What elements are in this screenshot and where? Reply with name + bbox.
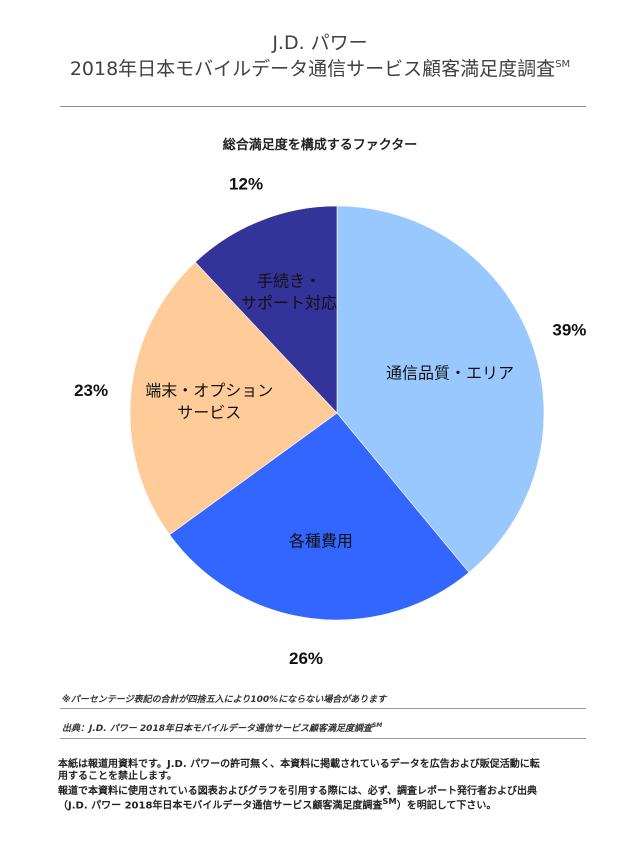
slice-label-3: 端末・オプションサービス bbox=[145, 381, 273, 422]
pie-chart: 通信品質・エリア 39% 各種費用 26% 端末・オプションサービス 23% 手続き・サポー… bbox=[74, 174, 586, 668]
notice-line-1: 本紙は報道用資料です。J.D. パワーの許可無く、本資料に掲載されているデータを… bbox=[58, 759, 540, 770]
notice-service-mark: SM bbox=[382, 796, 397, 806]
notice-line-4-text: （J.D. パワー 2018年日本モバイルデータ通信サービス顧客満足度調査 bbox=[58, 800, 383, 812]
brand-name: J.D. パワー bbox=[272, 32, 368, 54]
slice-label-1: 通信品質・エリア bbox=[386, 363, 514, 382]
source-service-mark: SM bbox=[371, 722, 383, 729]
service-mark: SM bbox=[555, 59, 571, 70]
slice-value-label-4: 12% bbox=[229, 174, 263, 193]
notice-line-4-end: ）を明記して下さい。 bbox=[396, 800, 497, 812]
footer-divider-2 bbox=[60, 738, 586, 739]
header-divider bbox=[60, 106, 586, 107]
pie-slice-1 bbox=[336, 205, 545, 573]
slice-label-4: 手続き・サポート対応 bbox=[241, 272, 337, 313]
slice-value-label-1: 39% bbox=[552, 320, 586, 339]
chart-title: 総合満足度を構成するファクター bbox=[222, 138, 418, 153]
source-credit: 出典：J.D. パワー 2018年日本モバイルデータ通信サービス顧客満足度調査S… bbox=[62, 721, 382, 734]
pie-slice-2 bbox=[169, 412, 470, 621]
footer-divider-1 bbox=[60, 708, 586, 709]
slice-value-label-3: 23% bbox=[74, 381, 108, 400]
rounding-note: ※パーセンテージ表記の合計が四捨五入により100%にならない場合があります bbox=[62, 695, 387, 705]
page-title: 2018年日本モバイルデータ通信サービス顧客満足度調査SM bbox=[0, 54, 640, 81]
page-title-text: 2018年日本モバイルデータ通信サービス顧客満足度調査 bbox=[69, 58, 556, 80]
notice-line-3: 報道で本資料に使用されている図表およびグラフを引用する際には、必ず、調査レポート… bbox=[58, 786, 537, 797]
notice-line-4: （J.D. パワー 2018年日本モバイルデータ通信サービス顧客満足度調査SM）… bbox=[58, 796, 496, 811]
notice-line-2: 用することを禁止します。 bbox=[58, 771, 177, 782]
slice-label-2: 各種費用 bbox=[289, 531, 353, 550]
pie-slice-4 bbox=[194, 205, 338, 414]
pie-slice-3 bbox=[129, 261, 338, 536]
slice-value-label-2: 26% bbox=[289, 649, 323, 668]
source-text: 出典：J.D. パワー 2018年日本モバイルデータ通信サービス顧客満足度調査 bbox=[62, 724, 372, 734]
